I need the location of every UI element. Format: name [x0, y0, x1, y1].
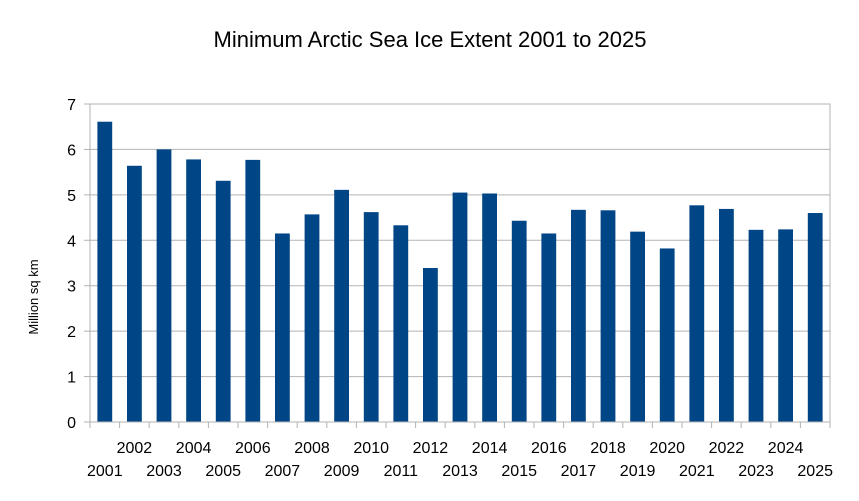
x-tick-label: 2025	[797, 463, 833, 480]
bar-2004	[186, 159, 201, 422]
bar-2015	[511, 220, 527, 422]
bar-2005	[215, 180, 231, 422]
x-tick-label: 2021	[679, 463, 715, 480]
bar-2009	[334, 189, 349, 422]
bar-2022	[719, 208, 734, 422]
y-tick-label: 5	[67, 188, 76, 205]
y-axis-ticks: 0 1 2 3 4 5 6 7	[67, 97, 76, 432]
bar-2013	[452, 192, 468, 422]
bar-2020	[659, 248, 675, 422]
x-tick-label: 2017	[561, 463, 597, 480]
bar-2007	[275, 233, 290, 422]
x-tick-label: 2006	[235, 440, 271, 457]
x-tick-label: 2010	[353, 440, 389, 457]
x-tick-label: 2022	[709, 440, 745, 457]
x-tick-label: 2008	[294, 440, 330, 457]
x-tick-label: 2015	[501, 463, 537, 480]
x-tick-label: 2004	[176, 440, 212, 457]
x-tick-label: 2005	[205, 463, 241, 480]
bar-2006	[245, 159, 261, 422]
chart-title: Minimum Arctic Sea Ice Extent 2001 to 20…	[214, 27, 647, 52]
x-tick-label: 2019	[620, 463, 656, 480]
bar-2012	[423, 267, 438, 422]
plot-area	[84, 103, 831, 423]
y-tick-label: 3	[67, 279, 76, 296]
x-tick-label: 2013	[442, 463, 478, 480]
bar-2024	[778, 229, 793, 422]
plot-border	[89, 103, 831, 423]
x-tick-label: 2002	[117, 440, 153, 457]
bar-2008	[304, 214, 320, 422]
bar-2018	[600, 210, 616, 422]
x-tick-label: 2001	[87, 463, 123, 480]
bar-2021	[689, 205, 705, 422]
x-tick-label: 2016	[531, 440, 567, 457]
x-tick-label: 2009	[324, 463, 360, 480]
bar-2019	[630, 231, 645, 422]
bar-2025	[807, 213, 823, 422]
bars	[97, 121, 823, 423]
bar-2023	[748, 229, 764, 422]
bar-2014	[482, 193, 497, 422]
y-tick-label: 2	[67, 324, 76, 341]
y-tick-label: 1	[67, 370, 76, 387]
y-tick-label: 7	[67, 97, 76, 114]
bar-2001	[97, 121, 113, 423]
x-tick-label: 2003	[146, 463, 182, 480]
bar-2016	[541, 233, 557, 422]
bar-2002	[127, 165, 142, 423]
bar-2003	[156, 149, 172, 422]
x-axis-ticks: 2001 2002 2003 2004 2005 2006 2007 2008 2009 2010…	[87, 422, 833, 480]
y-tick-label: 4	[67, 233, 76, 250]
x-tick-label: 2007	[265, 463, 301, 480]
x-tick-label: 2014	[472, 440, 508, 457]
x-tick-label: 2012	[413, 440, 449, 457]
bar-2017	[571, 209, 586, 422]
x-tick-label: 2020	[649, 440, 685, 457]
x-tick-label: 2023	[738, 463, 774, 480]
y-tick-label: 6	[67, 142, 76, 159]
y-axis-title: Million sq km	[26, 259, 41, 334]
bar-2011	[393, 225, 409, 422]
y-tick-label: 0	[67, 415, 76, 432]
x-tick-label: 2011	[384, 463, 419, 480]
x-tick-label: 2018	[590, 440, 626, 457]
bar-2010	[363, 212, 379, 422]
x-tick-label: 2024	[768, 440, 804, 457]
